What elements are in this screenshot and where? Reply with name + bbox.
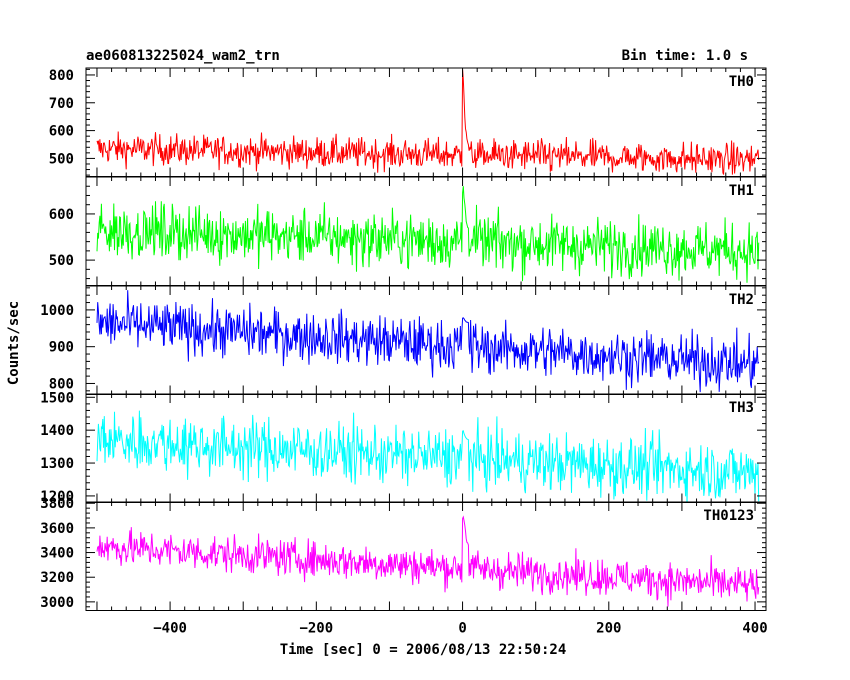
y-tick-label: 3400 [40, 546, 74, 562]
x-tick-label: −400 [153, 621, 187, 637]
y-tick-label: 900 [49, 340, 74, 356]
y-axis-label: Counts/sec [6, 301, 22, 385]
series-label-th2: TH2 [729, 292, 754, 308]
panels-group: TH0 500 600 700 800 TH1 500 600 TH2 800 900 1000 TH3… [40, 67, 768, 637]
series-label-th0: TH0 [729, 74, 754, 90]
series-line-th3 [96, 410, 760, 503]
y-tick-label: 1400 [40, 423, 74, 439]
x-tick-label: 200 [596, 621, 621, 637]
y-tick-label: 1000 [40, 303, 74, 319]
chart-title: ae060813225024_wam2_trn [86, 48, 280, 64]
x-tick-label: −200 [299, 621, 333, 637]
y-tick-label: 3800 [40, 496, 74, 512]
y-tick-label: 1200 [40, 489, 74, 505]
panel-th0123: TH0123 3000 3200 3400 3600 3800 [40, 496, 767, 611]
series-line-th0123 [96, 515, 760, 607]
y-tick-label: 500 [49, 253, 74, 269]
panel-th2: TH2 800 900 1000 [40, 285, 767, 395]
series-label-th0123: TH0123 [703, 508, 754, 524]
y-tick-label: 600 [49, 207, 74, 223]
y-tick-label: 1500 [40, 390, 74, 406]
y-tick-label: 1300 [40, 456, 74, 472]
x-tick-label: 0 [458, 621, 466, 637]
y-tick-label: 800 [49, 376, 74, 392]
series-line-th0 [96, 69, 760, 175]
series-label-th1: TH1 [729, 183, 754, 199]
chart-subtitle: Bin time: 1.0 s [622, 48, 748, 64]
panel-th0: TH0 500 600 700 800 [49, 67, 767, 177]
panel-frame [85, 501, 767, 611]
x-tick-label: 400 [742, 621, 767, 637]
x-axis-label: Time [sec] 0 = 2006/08/13 22:50:24 [280, 642, 567, 658]
y-tick-label: 3200 [40, 570, 74, 586]
y-tick-label: 800 [49, 68, 74, 84]
y-tick-label: 700 [49, 96, 74, 112]
series-label-th3: TH3 [729, 400, 754, 416]
panel-th3: TH3 1200 1300 1400 1500 [40, 390, 767, 505]
y-tick-label: 600 [49, 124, 74, 140]
y-tick-label: 3600 [40, 521, 74, 537]
series-line-th2 [96, 290, 760, 393]
y-tick-label: 500 [49, 151, 74, 167]
panel-th1: TH1 500 600 [49, 176, 767, 286]
y-tick-label: 3000 [40, 595, 74, 611]
series-line-th1 [96, 186, 760, 283]
